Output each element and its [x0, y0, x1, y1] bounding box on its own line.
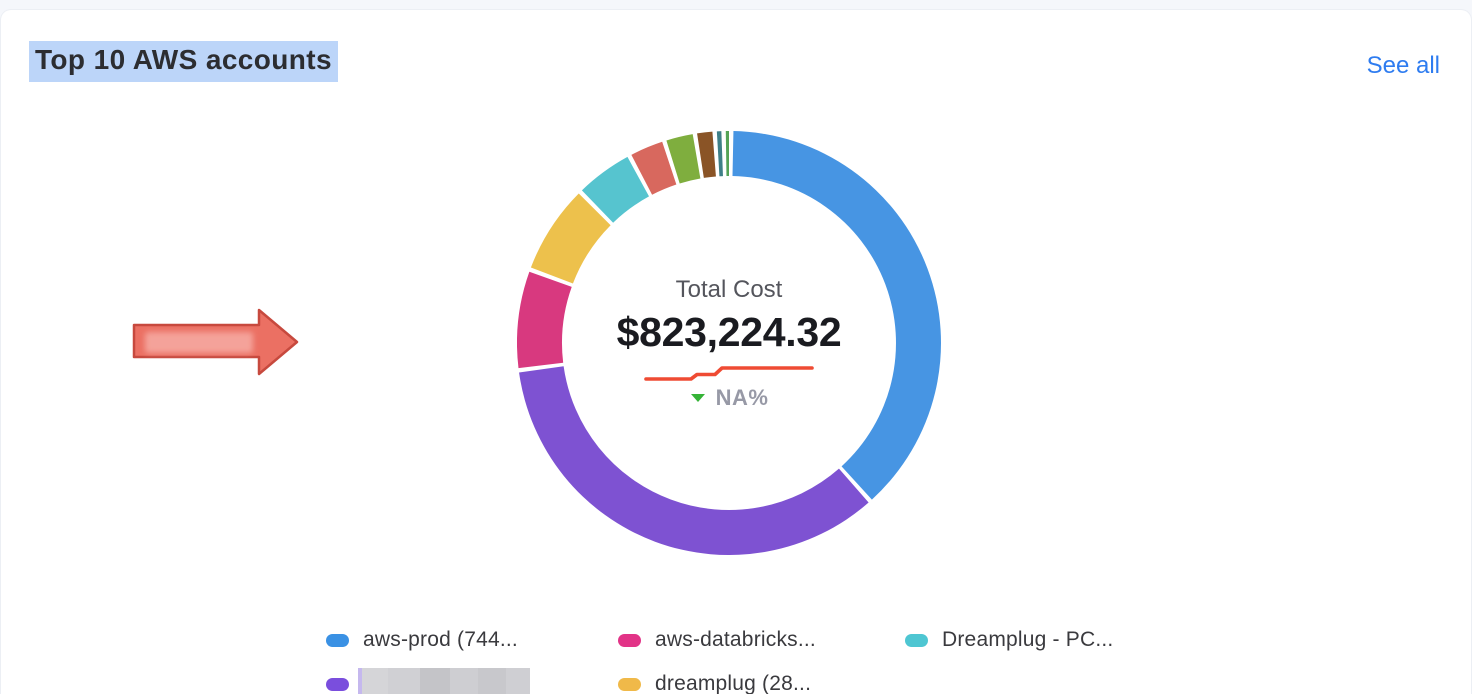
donut-segment[interactable] — [732, 131, 941, 500]
legend-item[interactable]: Dreamplug - PC... — [905, 627, 1113, 653]
see-all-link[interactable]: See all — [1366, 52, 1440, 79]
redacted-arrow-text — [145, 332, 253, 353]
page-title: Top 10 AWS accounts — [35, 44, 332, 75]
legend-label: Dreamplug - PC... — [942, 628, 1114, 651]
donut-segment[interactable] — [697, 131, 716, 178]
legend-color-pill — [905, 633, 928, 647]
legend-item[interactable]: aws-databricks... — [618, 627, 816, 653]
legend-item[interactable]: aws-prod (744... — [326, 627, 518, 653]
legend-color-pill — [618, 633, 641, 647]
total-cost-value: $823,224.32 — [616, 309, 842, 355]
redacted-legend-label — [358, 668, 530, 694]
donut-chart[interactable] — [517, 131, 941, 555]
donut-segment[interactable] — [519, 366, 869, 555]
change-percent: NA% — [715, 385, 769, 410]
legend-item[interactable] — [326, 671, 363, 694]
donut-segment[interactable] — [631, 141, 677, 195]
legend-label: aws-databricks... — [655, 628, 816, 651]
legend-color-pill — [326, 633, 349, 647]
legend-color-pill — [618, 677, 641, 691]
title-selection-highlight: Top 10 AWS accounts — [29, 41, 338, 82]
red-arrow-annotation — [131, 307, 301, 379]
donut-segment[interactable] — [725, 131, 729, 177]
donut-center: Total Cost $823,224.32 NA% — [559, 276, 899, 411]
total-cost-label: Total Cost — [675, 276, 783, 303]
legend-label: aws-prod (744... — [363, 628, 518, 651]
trend-line-icon — [644, 366, 814, 381]
legend-label: dreamplug (28... — [655, 672, 812, 694]
legend-item[interactable]: dreamplug (28... — [618, 671, 811, 694]
legend-color-pill — [326, 677, 349, 691]
change-indicator: NA% — [690, 385, 769, 411]
donut-segment[interactable] — [530, 193, 611, 284]
triangle-down-icon — [690, 394, 705, 402]
donut-segment[interactable] — [666, 134, 701, 184]
donut-segment[interactable] — [581, 156, 650, 223]
donut-segment[interactable] — [517, 271, 572, 369]
donut-segment[interactable] — [716, 131, 723, 177]
